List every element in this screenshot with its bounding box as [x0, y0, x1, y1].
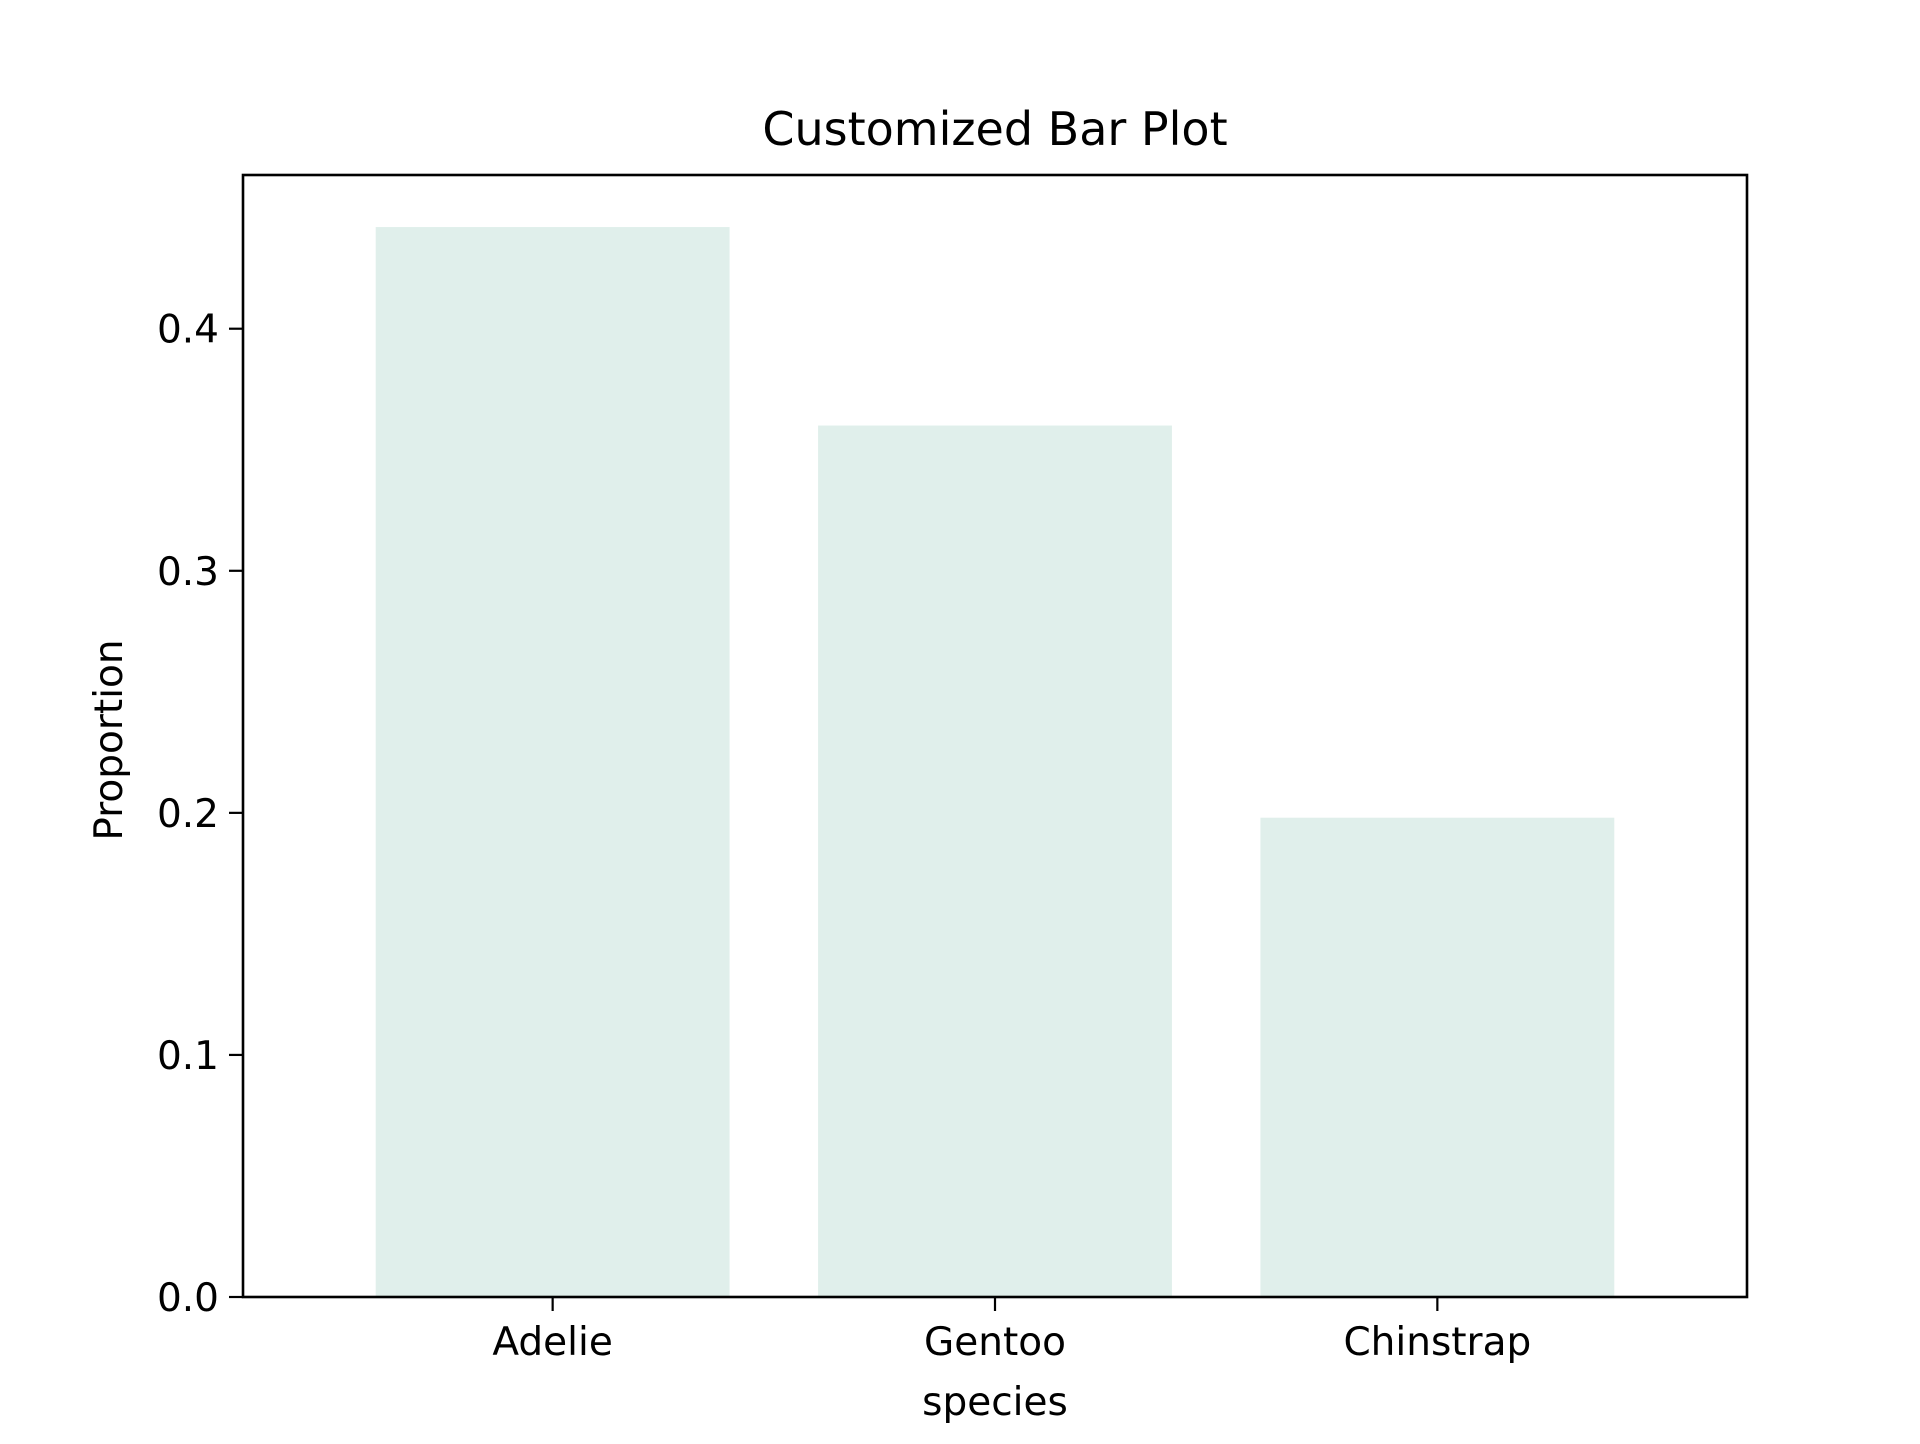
- y-tick-label: 0.0: [157, 1276, 219, 1321]
- x-tick-label-gentoo: Gentoo: [924, 1320, 1066, 1365]
- y-tick-label: 0.4: [157, 308, 219, 353]
- bar-gentoo: [818, 425, 1172, 1297]
- y-axis-label: Proportion: [87, 639, 132, 840]
- x-axis-label: species: [922, 1380, 1068, 1425]
- bars-layer: [375, 227, 1615, 1298]
- chart-title: Customized Bar Plot: [762, 102, 1227, 156]
- bar-adelie: [375, 227, 730, 1298]
- bar-chinstrap: [1260, 817, 1615, 1297]
- plot-frame: [241, 173, 1749, 1299]
- y-tick-label: 0.2: [157, 792, 219, 837]
- x-axis-ticks: Adelie Gentoo Chinstrap: [492, 1297, 1531, 1365]
- y-tick-label: 0.1: [157, 1034, 219, 1079]
- y-axis-ticks: 0.0 0.1 0.2 0.3 0.4: [157, 308, 243, 1321]
- y-tick-label: 0.3: [157, 550, 219, 595]
- x-tick-label-adelie: Adelie: [492, 1320, 612, 1365]
- x-tick-label-chinstrap: Chinstrap: [1343, 1320, 1531, 1365]
